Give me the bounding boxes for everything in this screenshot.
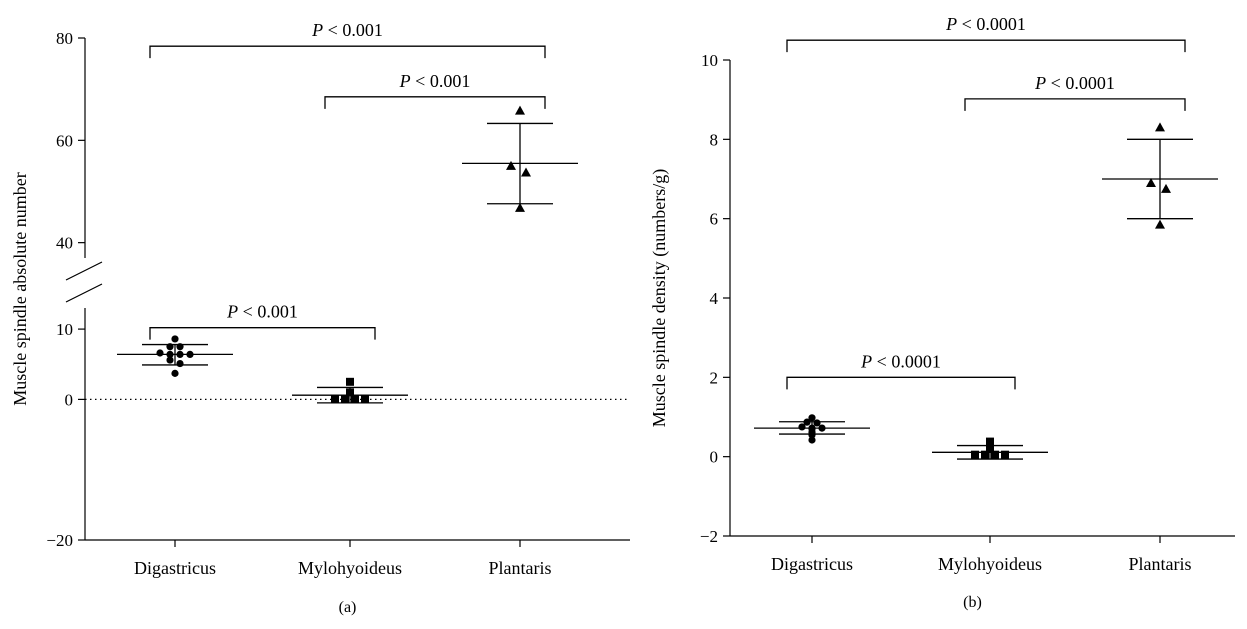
panel-label: (a) bbox=[339, 599, 357, 616]
data-point bbox=[351, 395, 359, 404]
y-tick-label: 10 bbox=[701, 51, 718, 70]
data-point bbox=[171, 369, 179, 377]
data-point bbox=[1161, 183, 1171, 193]
data-point bbox=[341, 395, 349, 404]
chart-panel-b: −2 0 2 4 6 8 10 Digastricus Mylohyoideus Plantari… bbox=[649, 14, 1235, 611]
bracket-line bbox=[324, 96, 546, 109]
data-point bbox=[986, 444, 994, 453]
series-plantaris bbox=[462, 105, 578, 212]
x-category-label: Plantaris bbox=[1129, 554, 1192, 574]
y-tick-label: 0 bbox=[710, 448, 719, 467]
data-point bbox=[813, 419, 821, 427]
comparison-bracket: P < 0.001 bbox=[149, 302, 376, 340]
comparison-bracket: P < 0.0001 bbox=[964, 73, 1186, 111]
comparison-bracket: P < 0.001 bbox=[324, 71, 546, 109]
y-tick-label: 40 bbox=[56, 234, 73, 253]
data-point bbox=[808, 414, 816, 422]
data-point bbox=[808, 436, 816, 444]
data-point bbox=[176, 343, 184, 351]
y-tick-label: 10 bbox=[56, 320, 73, 339]
data-point bbox=[346, 388, 354, 397]
y-tick-label: −20 bbox=[46, 531, 73, 550]
data-point bbox=[176, 359, 184, 368]
p-value-label: P < 0.001 bbox=[226, 302, 298, 322]
comparison-bracket: P < 0.0001 bbox=[786, 351, 1016, 390]
data-point bbox=[971, 450, 979, 459]
data-point bbox=[818, 424, 826, 432]
x-category-label: Plantaris bbox=[489, 558, 552, 578]
y-tick-label: 8 bbox=[710, 130, 719, 149]
p-value-label: P < 0.0001 bbox=[860, 351, 941, 371]
x-category-label: Mylohyoideus bbox=[938, 554, 1042, 574]
data-point bbox=[808, 431, 816, 439]
data-point bbox=[166, 343, 174, 351]
data-point bbox=[515, 105, 525, 115]
axis-break-mark bbox=[65, 283, 103, 303]
data-point bbox=[798, 423, 806, 431]
p-value-label: P < 0.0001 bbox=[945, 14, 1026, 34]
data-point bbox=[346, 377, 354, 386]
series-mylohyoideus bbox=[932, 437, 1048, 460]
series-digastricus bbox=[117, 335, 233, 377]
data-point bbox=[1146, 177, 1156, 187]
y-axis-label: Muscle spindle density (numbers/g) bbox=[649, 169, 670, 427]
data-point bbox=[986, 437, 994, 446]
series-digastricus bbox=[754, 414, 870, 444]
data-point bbox=[981, 450, 989, 459]
x-category-label: Mylohyoideus bbox=[298, 558, 402, 578]
comparison-bracket: P < 0.0001 bbox=[786, 14, 1186, 53]
y-axis-label: Muscle spindle absolute number bbox=[10, 172, 30, 405]
y-tick-label: 2 bbox=[710, 368, 719, 387]
y-tick-label: 60 bbox=[56, 131, 73, 150]
data-point bbox=[171, 335, 179, 343]
y-tick-label: 0 bbox=[65, 390, 74, 409]
data-point bbox=[361, 395, 369, 404]
data-point bbox=[331, 395, 339, 404]
y-tick-label: 6 bbox=[710, 210, 719, 229]
y-tick-label: 80 bbox=[56, 29, 73, 48]
data-point bbox=[166, 356, 174, 364]
bracket-line bbox=[786, 39, 1186, 53]
p-value-label: P < 0.0001 bbox=[1034, 73, 1115, 93]
chart-panel-a: −20 0 10 40 60 80 Digastricus Mylohyoideus Plant… bbox=[10, 20, 630, 616]
data-point bbox=[1001, 450, 1009, 459]
x-category-label: Digastricus bbox=[771, 554, 853, 574]
y-tick-label: 4 bbox=[710, 289, 719, 308]
series-plantaris bbox=[1102, 122, 1218, 229]
panel-label: (b) bbox=[963, 594, 982, 611]
y-tick-label: −2 bbox=[700, 527, 718, 546]
data-point bbox=[186, 350, 194, 358]
series-mylohyoideus bbox=[292, 377, 408, 404]
x-category-label: Digastricus bbox=[134, 558, 216, 578]
data-point bbox=[506, 160, 516, 170]
axis-break-mark bbox=[65, 261, 103, 281]
bracket-line bbox=[149, 327, 376, 340]
p-value-label: P < 0.001 bbox=[399, 71, 471, 91]
comparison-bracket: P < 0.001 bbox=[149, 20, 546, 59]
data-point bbox=[156, 349, 164, 357]
p-value-label: P < 0.001 bbox=[311, 20, 383, 40]
data-point bbox=[1155, 122, 1165, 132]
data-point bbox=[176, 350, 184, 358]
data-point bbox=[166, 350, 174, 358]
bracket-line bbox=[786, 376, 1016, 390]
data-point bbox=[1155, 219, 1165, 229]
bracket-line bbox=[149, 45, 546, 59]
data-point bbox=[521, 167, 531, 177]
data-point bbox=[515, 202, 525, 212]
bracket-line bbox=[964, 98, 1186, 111]
data-point bbox=[803, 418, 811, 426]
data-point bbox=[991, 450, 999, 459]
